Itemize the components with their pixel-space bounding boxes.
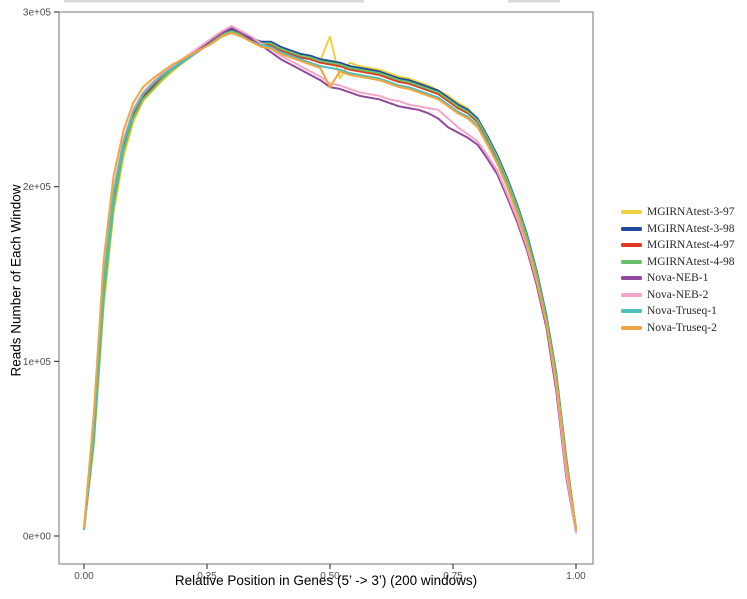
legend-key-line: [621, 226, 642, 231]
legend-item: Nova-NEB-1: [621, 270, 735, 287]
legend-key-line: [621, 325, 642, 330]
series-line-nova-neb-2: [83, 25, 577, 534]
legend-label: MGIRNAtest-4-97: [647, 239, 735, 251]
legend-label: MGIRNAtest-3-97: [647, 206, 735, 218]
legend-label: Nova-NEB-1: [647, 272, 709, 284]
legend-item: MGIRNAtest-3-98: [621, 221, 735, 238]
series-line-nova-truseq-2: [83, 32, 577, 530]
legend-key-line: [621, 210, 642, 215]
legend-label: MGIRNAtest-4-98: [647, 255, 735, 268]
x-axis-title: Relative Position in Genes (5’ -> 3’) (2…: [174, 573, 478, 588]
legend-key-line: [621, 259, 642, 264]
y-axis-title: Reads Number of Each Window: [8, 184, 24, 377]
legend-key-line: [621, 309, 642, 314]
x-tick-label: 0.50: [320, 571, 340, 582]
legend-key-line: [621, 276, 642, 281]
x-tick-label: 1.00: [566, 571, 586, 582]
legend: MGIRNAtest-3-97 MGIRNAtest-3-98 MGIRNAtest…: [621, 204, 735, 336]
screenshot-artifact: [508, 0, 560, 3]
legend-label: MGIRNAtest-3-98: [647, 222, 735, 235]
y-tick-label: 1e+05: [23, 357, 52, 368]
legend-item: Nova-Truseq-1: [621, 303, 735, 320]
legend-label: Nova-NEB-2: [647, 288, 709, 301]
series-line-mgirnatest-4-98: [83, 30, 577, 530]
legend-label: Nova-Truseq-2: [647, 321, 717, 334]
y-tick-label: 0e+00: [23, 532, 52, 543]
y-tick-label: 3e+05: [23, 8, 52, 19]
x-tick-label: 0.75: [443, 571, 463, 582]
legend-key-line: [621, 292, 642, 297]
legend-item: MGIRNAtest-4-98: [621, 254, 735, 271]
panel-border: [58, 11, 594, 565]
legend-item: MGIRNAtest-3-97: [621, 204, 735, 221]
y-tick-label: 2e+05: [23, 182, 52, 193]
screenshot-artifact: [64, 0, 364, 3]
x-tick-label: 0.00: [74, 571, 94, 582]
legend-key-line: [621, 243, 642, 248]
x-tick-label: 0.25: [197, 571, 217, 582]
legend-item: Nova-Truseq-2: [621, 320, 735, 337]
legend-label: Nova-Truseq-1: [647, 305, 717, 317]
legend-item: Nova-NEB-2: [621, 287, 735, 304]
legend-item: MGIRNAtest-4-97: [621, 237, 735, 254]
